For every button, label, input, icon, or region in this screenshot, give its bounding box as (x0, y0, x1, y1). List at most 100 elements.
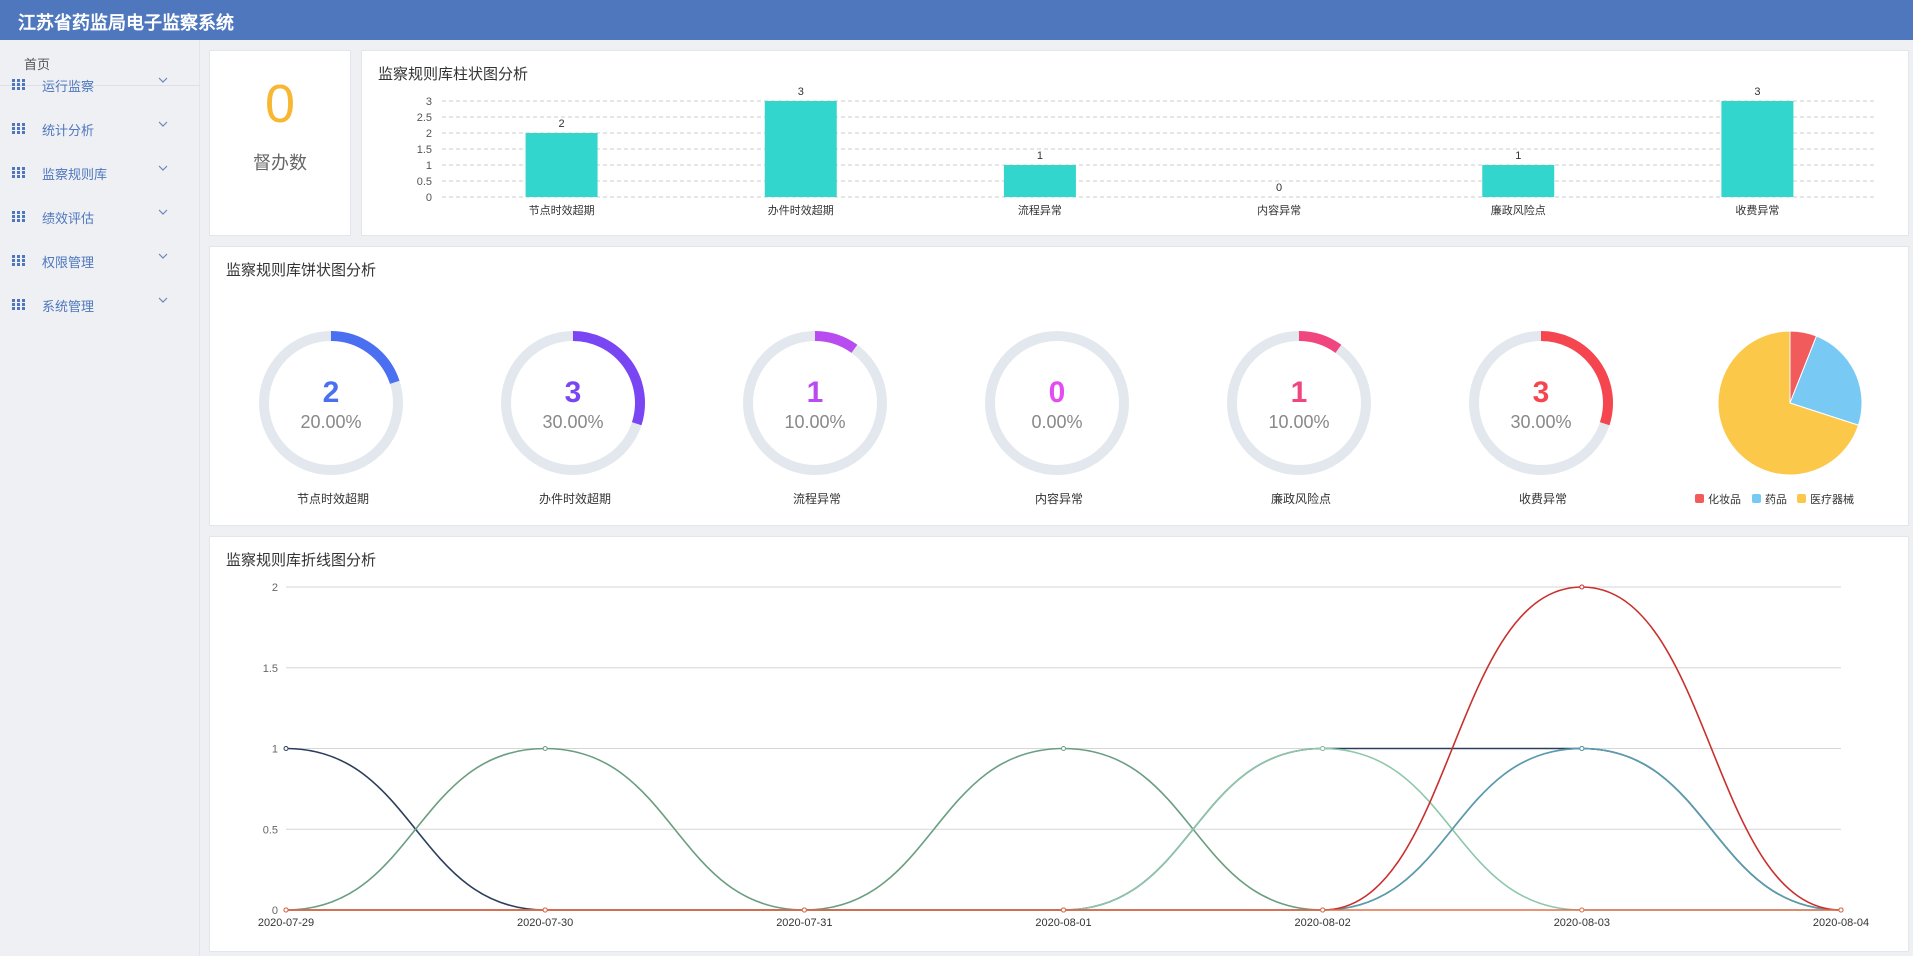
bar (1482, 165, 1555, 197)
chevron-down-icon (158, 253, 168, 259)
line-point (1838, 907, 1844, 913)
bar-y-tick: 1.5 (417, 144, 432, 156)
line-x-tick: 2020-07-30 (517, 917, 573, 929)
sidebar-item-label: 监察规则库 (42, 167, 108, 182)
line-y-tick: 0.5 (263, 824, 278, 836)
bar-y-tick: 1 (426, 160, 432, 172)
legend-swatch (1695, 494, 1704, 503)
sidebar-item-3[interactable]: 绩效评估 (0, 194, 200, 238)
legend-label[interactable]: 药品 (1765, 494, 1787, 506)
pie-chart-card: 监察规则库饼状图分析 2 20.00% 节点时效超期 3 30.00% 办件时效超期 1 10… (209, 246, 1909, 526)
line-x-tick: 2020-08-01 (1035, 917, 1091, 929)
bar-y-tick: 0 (426, 192, 432, 204)
ring-count: 0 (1048, 376, 1066, 409)
bar (1721, 101, 1794, 197)
line-point (283, 907, 289, 913)
bar-value-label: 3 (798, 86, 804, 98)
bar-category-label: 流程异常 (1018, 203, 1062, 217)
ring-count: 1 (1290, 376, 1308, 409)
legend-label[interactable]: 医疗器械 (1810, 494, 1854, 506)
line-chart-card: 监察规则库折线图分析 0 0.5 1 1.5 2 2020-07-29 2020-07-30… (209, 536, 1909, 952)
sidebar-item-2[interactable]: 监察规则库 (0, 150, 200, 194)
pie-chart-title: 监察规则库饼状图分析 (226, 262, 377, 279)
bar-value-label: 3 (1754, 86, 1760, 98)
line-x-tick: 2020-07-31 (776, 917, 832, 929)
ring-label: 内容异常 (1034, 492, 1083, 506)
bar-y-tick: 0.5 (417, 176, 432, 188)
ring-chart (985, 331, 1129, 475)
bar-category-label: 廉政风险点 (1491, 203, 1546, 217)
ring-count: 2 (322, 376, 340, 409)
legend-swatch (1797, 494, 1806, 503)
ring-percent: 10.00% (784, 412, 846, 432)
supervise-label: 督办数 (253, 153, 307, 173)
pie-slice (1789, 335, 1863, 426)
grid-icon (12, 79, 26, 90)
line-y-tick: 1.5 (263, 663, 278, 675)
line-point (283, 746, 289, 751)
grid-icon (12, 211, 26, 222)
app-title: 江苏省药监局电子监察系统 (18, 13, 234, 33)
line-y-tick: 1 (272, 744, 278, 756)
sidebar-home[interactable]: 首页 (0, 40, 200, 86)
line-point (542, 907, 548, 913)
bar-category-label: 收费异常 (1735, 203, 1779, 217)
sidebar-item-1[interactable]: 统计分析 (0, 106, 200, 150)
supervise-count: 0 (264, 74, 296, 134)
bar-y-tick: 2 (426, 128, 432, 140)
sidebar-item-label: 权限管理 (42, 255, 95, 270)
bar-y-tick: 3 (426, 96, 432, 108)
ring-percent: 30.00% (542, 412, 604, 432)
line-point (1061, 907, 1066, 913)
line-y-tick: 0 (272, 905, 278, 917)
line-y-tick: 2 (272, 582, 278, 594)
category-pie-chart (1717, 330, 1863, 476)
ring-arc (1540, 331, 1613, 426)
chevron-down-icon (158, 165, 168, 171)
bar-y-tick: 2.5 (417, 112, 432, 124)
ring-label: 办件时效超期 (538, 492, 611, 506)
bar-category-label: 内容异常 (1257, 203, 1301, 217)
ring-percent: 20.00% (300, 412, 362, 432)
line-point (1320, 746, 1326, 751)
line-x-tick: 2020-08-03 (1554, 917, 1610, 929)
legend-label[interactable]: 化妆品 (1708, 494, 1741, 506)
line-point (1320, 907, 1326, 913)
ring-arc (330, 331, 400, 384)
sidebar-item-0[interactable]: 运行监察 (0, 62, 200, 106)
ring-percent: 30.00% (1510, 412, 1572, 432)
ring-arc (814, 331, 858, 353)
bar-value-label: 1 (1037, 150, 1043, 162)
bar-value-label: 2 (559, 118, 565, 130)
ring-count: 3 (1532, 376, 1550, 409)
pie-slice (1717, 330, 1860, 476)
sidebar-item-4[interactable]: 权限管理 (0, 238, 200, 282)
line-x-tick: 2020-08-04 (1813, 917, 1869, 929)
ring-percent: 0.00% (1031, 412, 1083, 432)
ring-chart (501, 331, 645, 475)
chevron-down-icon (158, 77, 168, 83)
ring-count: 3 (564, 376, 582, 409)
line-point (801, 907, 807, 913)
grid-icon (12, 299, 26, 310)
ring-arc (1298, 331, 1342, 353)
line-point (542, 746, 548, 751)
line-point (1061, 746, 1066, 751)
chevron-down-icon (158, 297, 168, 303)
grid-icon (12, 255, 26, 266)
ring-label: 廉政风险点 (1270, 492, 1331, 506)
bar (764, 101, 837, 197)
sidebar-item-5[interactable]: 系统管理 (0, 282, 200, 326)
bar-value-label: 0 (1276, 182, 1282, 194)
bar-category-label: 节点时效超期 (529, 203, 595, 217)
legend-swatch (1752, 494, 1761, 503)
supervise-card: 0 督办数 (209, 50, 351, 236)
ring-chart (1227, 331, 1371, 475)
grid-icon (12, 123, 26, 134)
bar-chart-title: 监察规则库柱状图分析 (378, 66, 529, 83)
line-x-tick: 2020-08-02 (1295, 917, 1351, 929)
sidebar-item-label: 绩效评估 (42, 211, 95, 226)
line-point (1579, 584, 1585, 590)
pie-legend: 化妆品 药品 医疗器械 (1695, 491, 1913, 511)
bar-category-label: 办件时效超期 (768, 203, 834, 217)
